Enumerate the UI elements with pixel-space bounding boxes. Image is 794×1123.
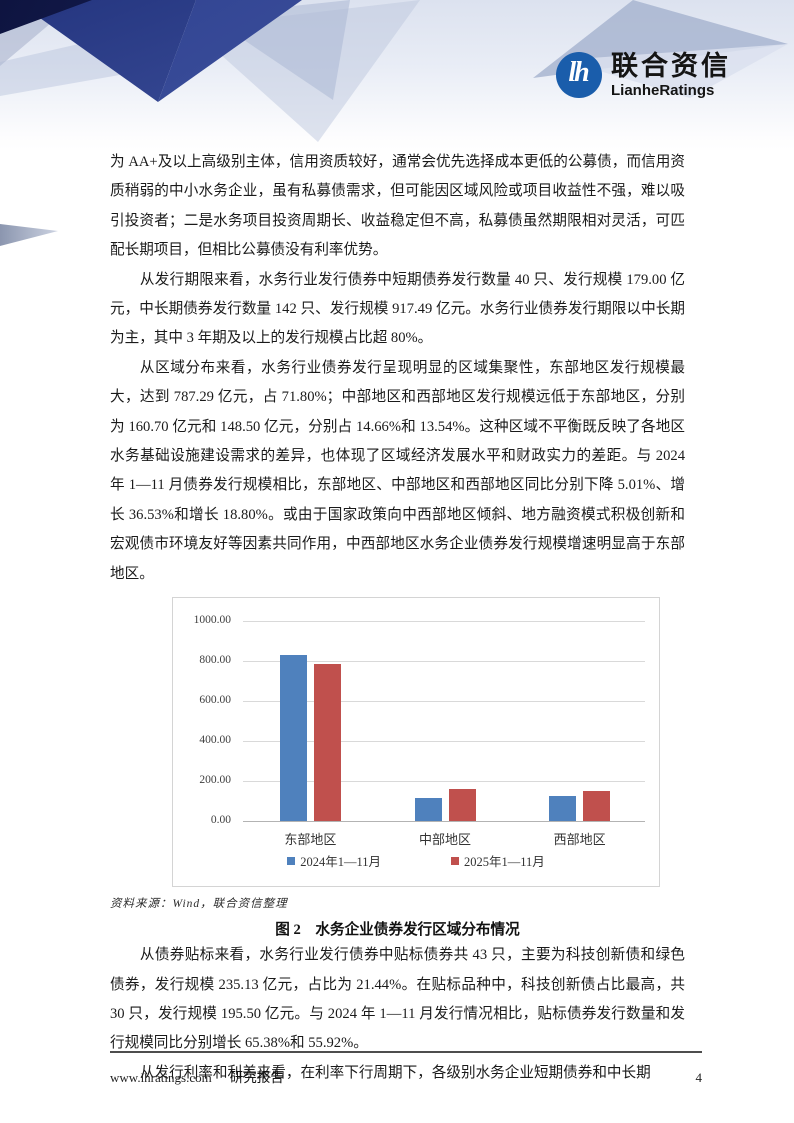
legend-item: 2025年1—11月 <box>451 851 545 870</box>
bar-series1 <box>279 655 307 822</box>
figure-source-note: 资料来源：Wind，联合资信整理 <box>110 898 288 911</box>
bar-series1 <box>549 796 577 822</box>
y-tick-label: 0.00 <box>210 814 231 827</box>
footer-report-label: 研究报告 <box>229 1070 284 1085</box>
x-tick-label: 西部地区 <box>553 832 606 848</box>
gridline <box>243 621 645 623</box>
legend-label: 2024年1—11月 <box>300 855 381 870</box>
y-tick-label: 400.00 <box>199 734 231 747</box>
y-tick-label: 200.00 <box>199 774 231 787</box>
paragraph: 从发行期限来看，水务行业发行债券中短期债券发行数量 40 只、发行规模 179.… <box>110 271 685 347</box>
paragraph: 从发行利率和利差来看，在利率下行周期下，各级别水务企业短期债券和中长期 <box>139 1064 651 1081</box>
chart-legend: 2024年1—11月 2025年1—11月 <box>173 851 659 870</box>
logo-chinese-name: 联合资信 <box>611 50 731 81</box>
logo-english-name: LianheRatings <box>611 81 715 99</box>
bar-chart: 0.00 200.00 400.00 600.00 800.00 1000.00 东部地区 中… <box>172 597 660 888</box>
lianhe-ratings-logo: lh 联合资信 LianheRatings <box>556 52 731 98</box>
bar-series2 <box>448 788 476 822</box>
gridline <box>243 741 645 743</box>
footer-divider <box>110 1051 702 1053</box>
gridline <box>243 821 645 823</box>
paragraph: 从债券贴标来看，水务行业发行债券中贴标债券共 43 只，主要为科技创新债和绿色债… <box>110 947 685 1052</box>
figure-caption: 图 2 水务企业债券发行区域分布情况 <box>275 922 520 939</box>
document-body: 为 AA+及以上高级别主体，信用资质较好，通常会优先选择成本更低的公募债，而信用… <box>110 148 685 1088</box>
bar-series1 <box>414 797 442 822</box>
header-decoration: lh 联合资信 LianheRatings <box>0 0 794 150</box>
bar-series2 <box>313 663 341 822</box>
footer-website: www.lhratings.com <box>110 1070 212 1085</box>
left-edge-decoration <box>0 224 58 246</box>
paragraph: 为 AA+及以上高级别主体，信用资质较好，通常会优先选择成本更低的公募债，而信用… <box>110 154 685 259</box>
footer: www.lhratings.com 研究报告 4 <box>110 1066 702 1086</box>
legend-label: 2025年1—11月 <box>464 855 545 870</box>
page-number: 4 <box>695 1070 703 1085</box>
paragraph: 从区域分布来看，水务行业债券发行呈现明显的区域集聚性，东部地区发行规模最大，达到… <box>110 359 685 582</box>
gridline <box>243 661 645 663</box>
logo-monogram: lh <box>568 57 589 88</box>
y-tick-label: 1000.00 <box>193 614 231 627</box>
x-tick-label: 中部地区 <box>418 832 471 848</box>
figure-2: 0.00 200.00 400.00 600.00 800.00 1000.00 东部地区 中… <box>172 597 685 888</box>
y-tick-label: 600.00 <box>199 694 231 707</box>
legend-swatch-icon <box>287 856 296 865</box>
bar-series2 <box>583 791 611 822</box>
gridline <box>243 781 645 783</box>
legend-swatch-icon <box>451 856 459 865</box>
y-tick-label: 800.00 <box>199 654 231 667</box>
lianhe-logo-icon: lh <box>556 52 602 98</box>
gridline <box>243 701 645 703</box>
x-tick-label: 东部地区 <box>284 832 337 848</box>
legend-item: 2024年1—11月 <box>287 851 381 870</box>
